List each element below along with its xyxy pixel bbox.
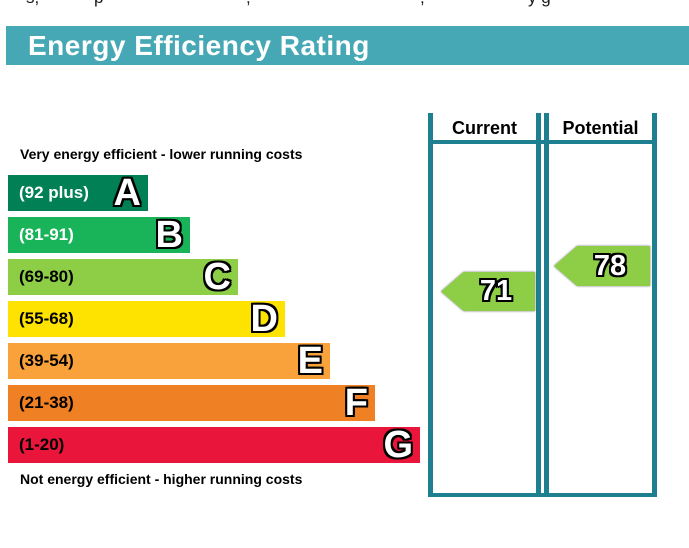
band-range: (92 plus) (19, 183, 89, 202)
band-row-c: (69-80) C (8, 256, 238, 298)
potential-rating-arrow: 78 (554, 246, 650, 286)
band-letter: G (383, 424, 413, 466)
potential-rating-value: 78 (593, 249, 627, 282)
column-header-divider (428, 140, 657, 144)
column-bottom-border (428, 493, 657, 497)
potential-column-header: Potential (562, 118, 639, 138)
band-row-e: (39-54) E (8, 340, 330, 382)
clipped-text-line: s, p , , y g (0, 0, 689, 10)
band-letter: A (113, 172, 141, 214)
band-letter: B (155, 214, 183, 256)
band-range: (39-54) (19, 351, 74, 370)
band-letter: C (203, 256, 231, 298)
potential-rating-arrow-shape: 78 (554, 246, 650, 286)
band-row-b: (81-91) B (8, 214, 190, 256)
current-column-header: Current (451, 118, 517, 138)
clipped-text-fragment: , (246, 0, 251, 8)
clipped-text-fragment: , (420, 0, 425, 8)
clipped-text-fragment: p (94, 0, 103, 8)
clipped-text-fragment: y g (528, 0, 551, 8)
section-header-bar: Energy Efficiency Rating (6, 26, 689, 65)
clipped-text-fragment: s, (26, 0, 39, 8)
band-row-f: (21-38) F (8, 382, 375, 424)
bottom-note: Not energy efficient - higher running co… (20, 471, 303, 487)
current-rating-arrow: 71 (441, 272, 535, 311)
potential-column-right-border (652, 113, 657, 497)
band-row-g: (1-20) G (8, 424, 420, 466)
band-row-a: (92 plus) A (8, 172, 148, 214)
band-letter: D (250, 298, 278, 340)
potential-column-left-border (544, 113, 549, 497)
band-letter: E (297, 340, 323, 382)
band-range: (21-38) (19, 393, 74, 412)
band-range: (81-91) (19, 225, 74, 244)
current-column-left-border (428, 113, 433, 497)
band-row-d: (55-68) D (8, 298, 285, 340)
band-range: (55-68) (19, 309, 74, 328)
current-rating-value: 71 (479, 275, 513, 307)
current-column-right-border (536, 113, 541, 497)
band-letter: F (344, 382, 368, 424)
top-note: Very energy efficient - lower running co… (20, 146, 303, 162)
band-range: (69-80) (19, 267, 74, 286)
band-range: (1-20) (19, 435, 65, 454)
section-title: Energy Efficiency Rating (28, 29, 370, 61)
current-rating-arrow-shape: 71 (441, 272, 535, 311)
